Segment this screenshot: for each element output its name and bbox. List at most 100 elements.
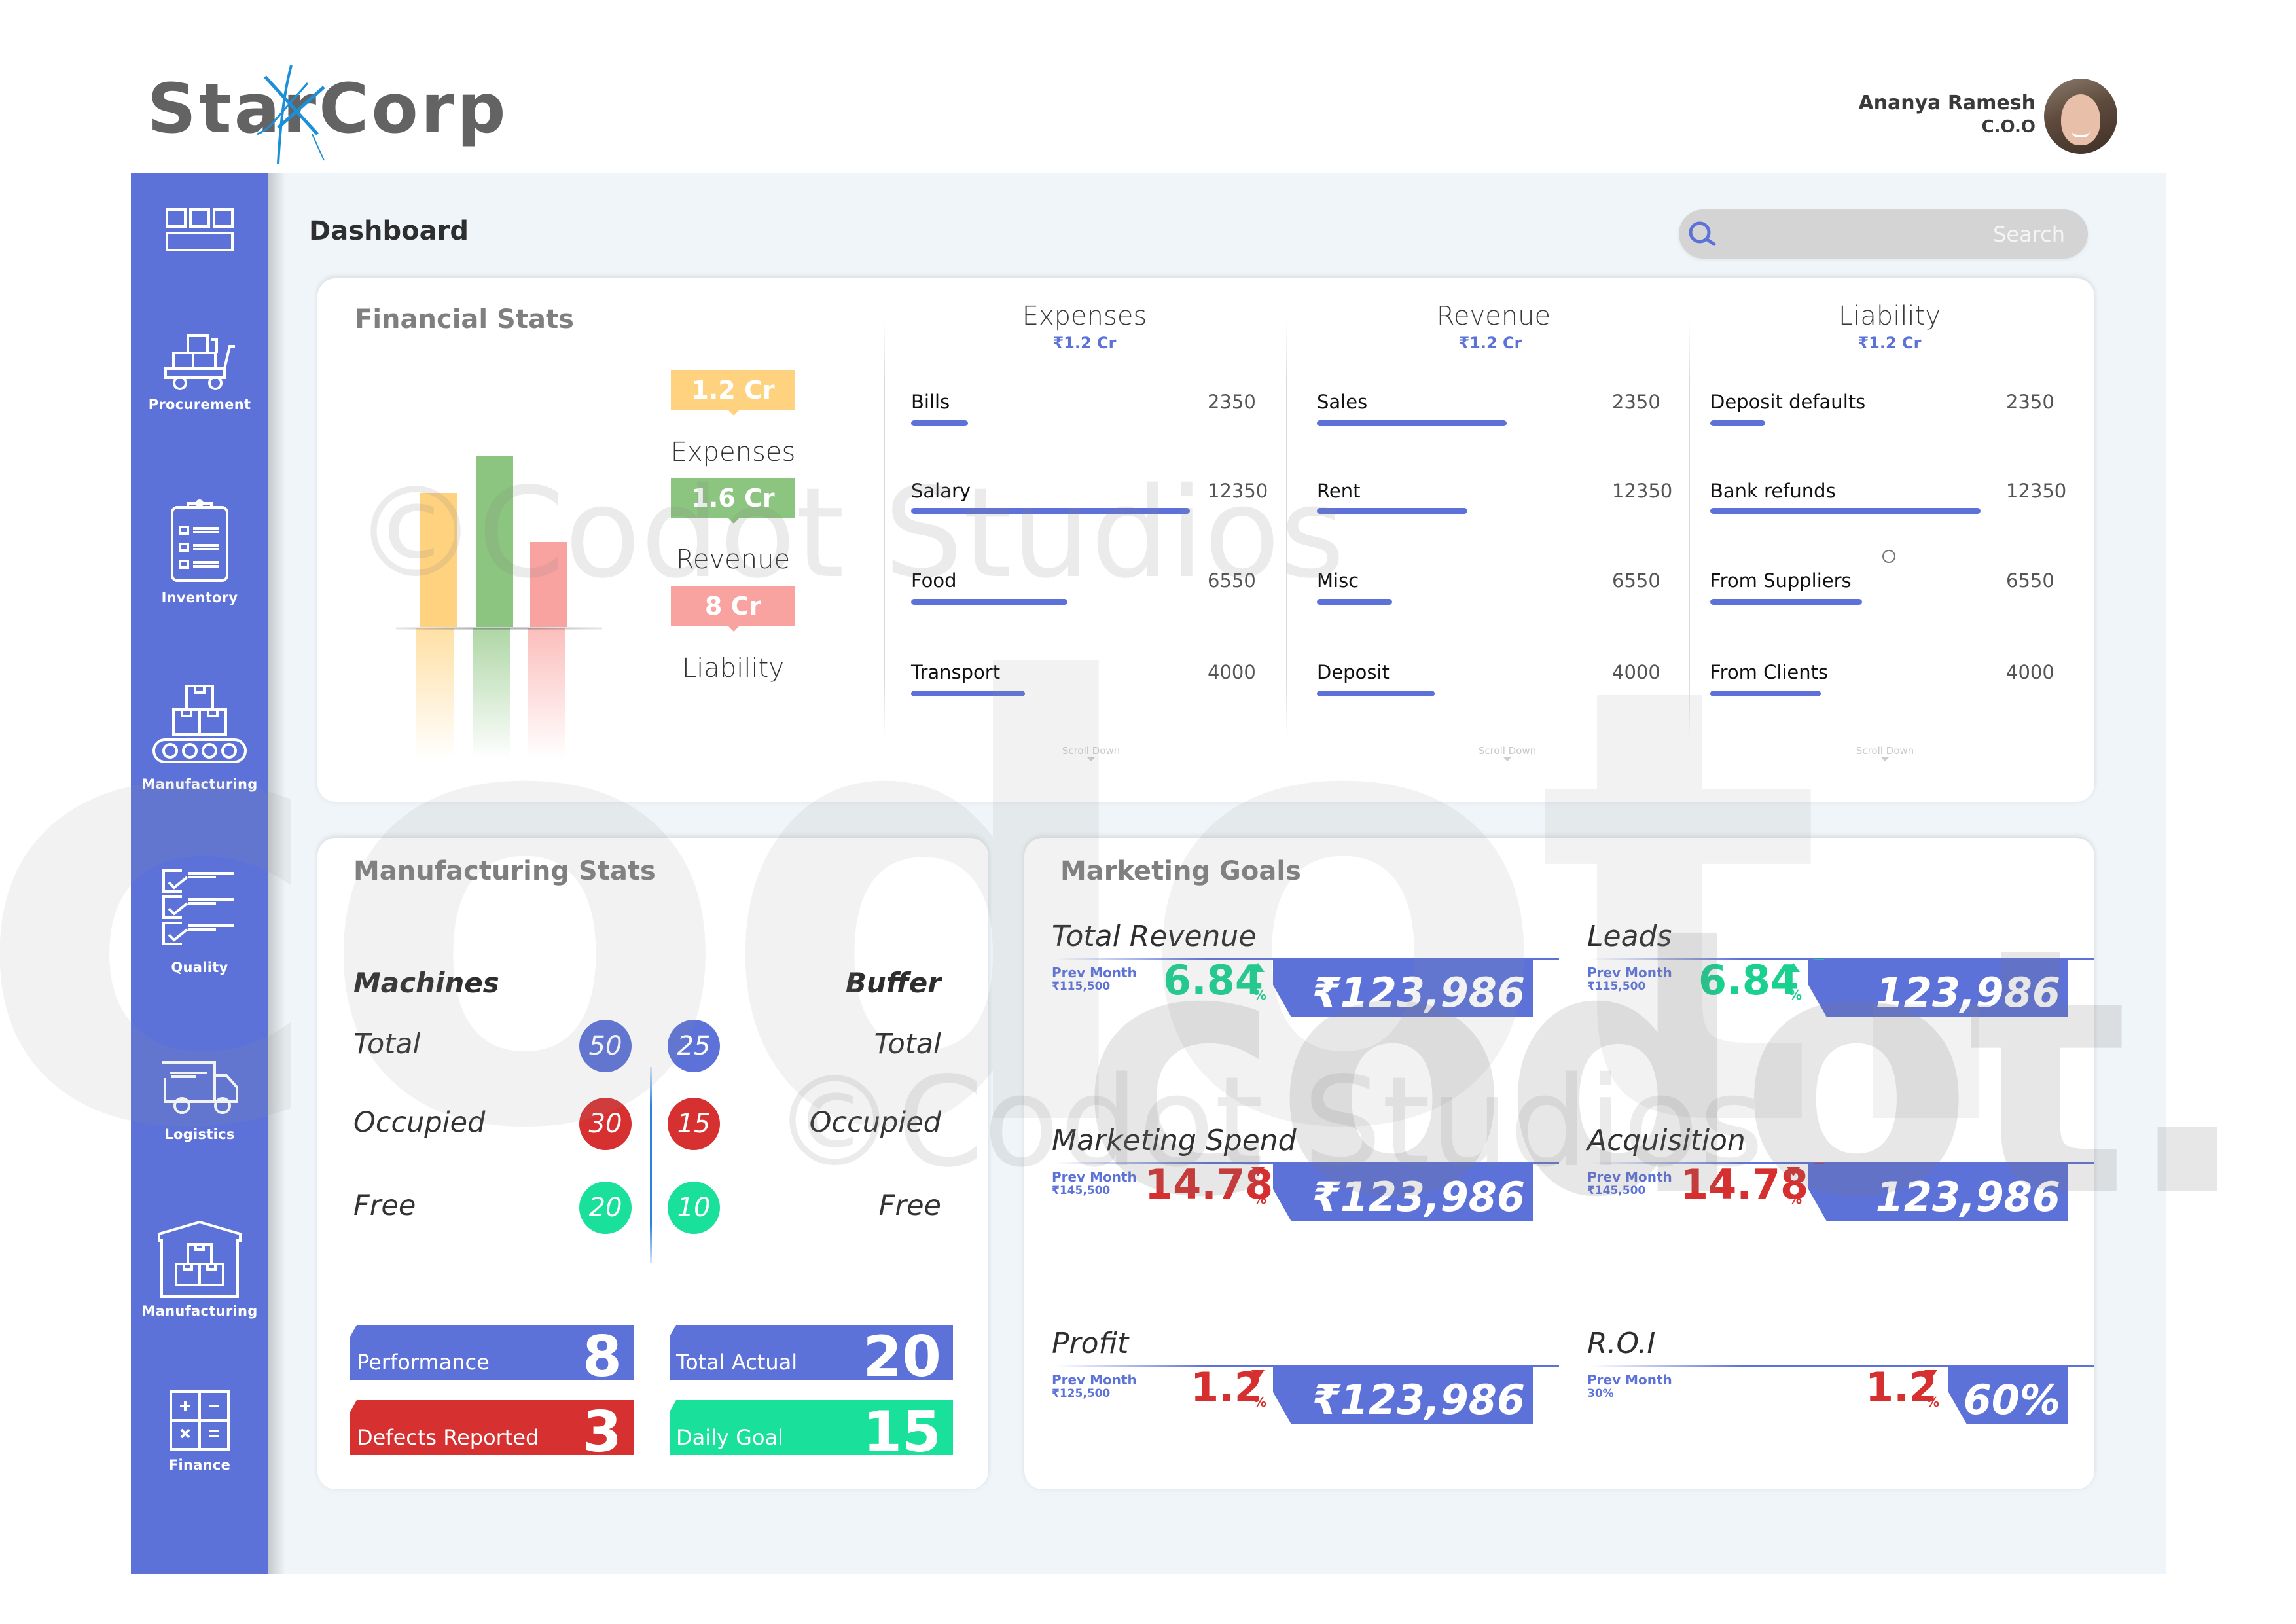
kpi-performance[interactable]: Performance 8 (350, 1325, 634, 1380)
row-label: Rent (1317, 480, 1361, 502)
checklist-icon (162, 869, 234, 945)
metric-value: 123,986 (1875, 969, 2060, 1017)
calculator-icon (170, 1390, 230, 1451)
user-info[interactable]: Ananya Ramesh C.O.O (1858, 92, 2036, 137)
fin-divider-3 (1689, 321, 1690, 740)
kpi-defects-reported[interactable]: Defects Reported 3 (350, 1400, 634, 1455)
avatar-smile (2072, 131, 2090, 137)
marketing-item-underline (1055, 1365, 1559, 1367)
row-value: 2350 (2006, 391, 2054, 413)
row-label: Food (911, 569, 957, 592)
row-label: Deposit defaults (1710, 391, 1866, 413)
kpi-total-actual[interactable]: Total Actual 20 (670, 1325, 953, 1380)
sidebar-item-quality[interactable]: Quality (131, 864, 268, 975)
row-label: From Clients (1710, 661, 1829, 683)
search-input[interactable] (1731, 209, 2065, 259)
marketing-item-acquisition[interactable]: Acquisition Prev Month₹145,500 14.78 % ₹… (1587, 1124, 2098, 1221)
liability-scroll-down[interactable]: Scroll Down (1852, 745, 1918, 761)
trend-down-icon (1924, 1370, 1937, 1379)
marketing-item-profit[interactable]: Profit Prev Month ₹125,500 1.2 % ₹123,986 (1052, 1327, 1562, 1424)
marketing-item-underline (1055, 1162, 1559, 1164)
sidebar-label-procurement: Procurement (148, 397, 251, 412)
sidebar-item-logistics[interactable]: Logistics (131, 1057, 268, 1142)
percent-sign: % (1789, 1191, 1803, 1207)
metric-value: 60% (1963, 1376, 2060, 1424)
expenses-column-total: ₹1.2 Cr (1052, 334, 1117, 352)
avatar[interactable] (2044, 79, 2117, 154)
row-value: 2350 (1208, 391, 1256, 413)
row-label: Misc (1317, 569, 1359, 592)
machines-buffer-divider (650, 1067, 652, 1263)
user-name: Ananya Ramesh (1858, 92, 2036, 115)
sidebar: Procurement Inventory Manufacturing (131, 173, 268, 1574)
marketing-item-title: Total Revenue (1052, 920, 1257, 953)
percent-sign: % (1253, 1191, 1267, 1207)
row-progress-bar (1317, 691, 1435, 696)
row-label: Deposit (1317, 661, 1390, 683)
marketing-item-title: Marketing Spend (1052, 1124, 1297, 1157)
prev-month-label: Prev Month (1052, 1372, 1137, 1388)
metric-value-box: 123,986 (1808, 960, 2068, 1017)
row-progress-bar (911, 691, 1025, 696)
row-value: 4000 (1208, 661, 1256, 683)
prev-month: Prev Month ₹145,500 (1052, 1170, 1137, 1198)
sidebar-item-warehouse[interactable]: Manufacturing (131, 1221, 268, 1319)
dashboard-grid-icon (166, 208, 234, 251)
chart-bar-expenses (420, 493, 457, 627)
sidebar-item-inventory[interactable]: Inventory (131, 494, 268, 605)
machines-occupied-count: 30 (579, 1098, 632, 1150)
expenses-scroll-down[interactable]: Scroll Down (1058, 745, 1124, 761)
sidebar-item-dashboard[interactable] (131, 203, 268, 262)
kpi-label: Defects Reported (357, 1425, 539, 1450)
row-progress-bar (1317, 508, 1467, 514)
row-label: From Suppliers (1710, 569, 1852, 592)
manufacturing-stats-card: Manufacturing Stats (317, 838, 988, 1489)
brand-logo[interactable]: StarCorp (147, 65, 509, 164)
change-percent: 6.84 (1698, 956, 1799, 1004)
row-value: 6550 (1612, 569, 1660, 592)
marketing-item-title: Leads (1587, 920, 1672, 953)
percent-sign: % (1253, 987, 1267, 1003)
chart-baseline (396, 627, 602, 630)
chart-reflection-revenue (473, 628, 510, 759)
sidebar-label-finance: Finance (168, 1457, 231, 1473)
kpi-daily-goal[interactable]: Daily Goal 15 (670, 1400, 953, 1455)
marketing-item-leads[interactable]: Leads Prev Month₹115,500 6.84 % ₹ 123,98… (1587, 920, 2098, 1017)
prev-month: Prev Month ₹145,500 (1587, 1170, 1672, 1198)
marketing-item-total-revenue[interactable]: Total Revenue Prev Month ₹115,500 6.84 % … (1052, 920, 1562, 1017)
marketing-item-roi[interactable]: R.O.I Prev Month 30% 1.2 % 60% (1587, 1327, 2098, 1424)
row-value: 2350 (1612, 391, 1660, 413)
marketing-item-title: Acquisition (1587, 1124, 1746, 1157)
sidebar-item-finance[interactable]: Finance (131, 1388, 268, 1473)
row-progress-bar (1317, 599, 1392, 605)
percent-sign: % (1253, 1394, 1267, 1410)
row-progress-bar (1317, 420, 1507, 426)
prev-month-label: Prev Month (1587, 1169, 1672, 1185)
buffer-heading: Buffer (845, 967, 941, 999)
badge-revenue: 1.6 Cr (671, 478, 795, 524)
avatar-face (2061, 94, 2100, 145)
badge-label-expenses: Expenses (670, 437, 796, 467)
search-icon[interactable] (1687, 219, 1719, 249)
fin-divider-1 (884, 321, 885, 740)
trend-up-icon (1787, 963, 1800, 972)
percent-sign: % (1926, 1394, 1940, 1410)
kpi-value: 20 (863, 1324, 941, 1390)
cursor-ring-icon (1882, 550, 1895, 563)
kpi-label: Daily Goal (676, 1425, 784, 1450)
sidebar-item-procurement[interactable]: Procurement (131, 331, 268, 412)
financial-stats-card: Financial Stats (317, 278, 2094, 802)
search-bar[interactable] (1679, 209, 2088, 259)
marketing-item-marketing-spend[interactable]: Marketing Spend Prev Month ₹145,500 14.78… (1052, 1124, 1562, 1221)
star-logo-icon (257, 65, 325, 164)
row-progress-bar (1710, 420, 1765, 426)
sidebar-item-manufacturing[interactable]: Manufacturing (131, 681, 268, 792)
kpi-label: Total Actual (676, 1350, 798, 1375)
row-progress-bar (911, 599, 1067, 605)
chart-reflection-liability (528, 628, 565, 759)
prev-month: Prev Month ₹115,500 (1052, 965, 1137, 994)
revenue-scroll-down[interactable]: Scroll Down (1475, 745, 1540, 761)
fin-divider-2 (1286, 321, 1287, 740)
row-progress-bar (1710, 508, 1981, 514)
buffer-occupied-count: 15 (668, 1098, 720, 1150)
